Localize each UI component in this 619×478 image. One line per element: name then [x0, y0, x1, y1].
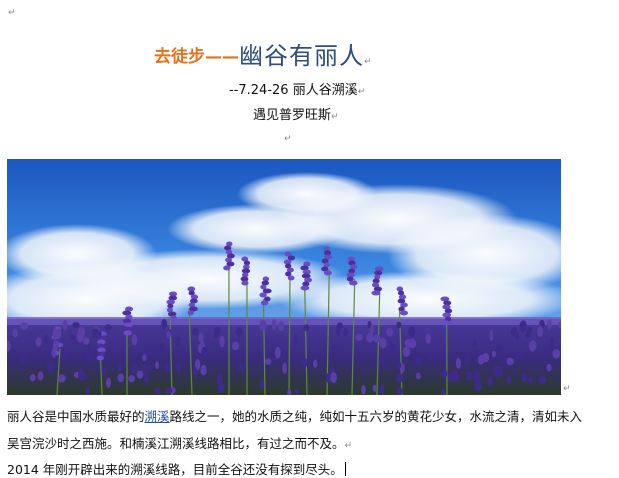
subtitle-provence: 遇见普罗旺斯↵ [253, 104, 339, 123]
paragraph-text: 2014 年刚开辟出来的溯溪线路，目前全谷还没有探到尽头。 [7, 462, 343, 477]
clouds [7, 172, 561, 334]
title-prefix: 去徒步—— [154, 47, 239, 67]
paragraph-mark: ↵ [344, 441, 353, 451]
paragraph-mark: ↵ [364, 57, 372, 67]
subtitle-provence-text: 遇见普罗旺斯 [253, 108, 332, 123]
body-paragraph: 丽人谷是中国水质最好的溯溪路线之一，她的水质之纯，纯如十五六岁的黄花少女，水流之… [7, 406, 582, 425]
paragraph-text: 丽人谷是中国水质最好的 [7, 409, 145, 424]
paragraph-mark: ↵ [284, 134, 292, 144]
title-main: 幽谷有丽人 [239, 42, 364, 70]
paragraph-mark: ↵ [8, 8, 16, 18]
lavender-stems [7, 241, 561, 395]
body-paragraph: 吴宫浣沙时之西施。和楠溪江溯溪线路相比，有过之而不及。↵ [7, 433, 352, 452]
subtitle-date-text: --7.24-26 丽人谷溯溪 [229, 83, 358, 98]
paragraph-text: 吴宫浣沙时之西施。和楠溪江溯溪线路相比，有过之而不及。 [7, 436, 345, 451]
paragraph-mark: ↵ [331, 112, 339, 122]
document-title: 去徒步——幽谷有丽人↵ [154, 36, 372, 71]
suxi-link[interactable]: 溯溪 [144, 409, 170, 424]
paragraph-mark: ↵ [563, 384, 571, 394]
paragraph-mark: ↵ [357, 87, 366, 97]
text-cursor [344, 462, 346, 476]
lavender-field-image[interactable] [7, 159, 561, 395]
body-paragraph: 2014 年刚开辟出来的溯溪线路，目前全谷还没有探到尽头。 [7, 459, 346, 478]
paragraph-text: 路线之一，她的水质之纯，纯如十五六岁的黄花少女，水流之清，清如未入 [169, 409, 583, 424]
subtitle-date: --7.24-26 丽人谷溯溪↵ [229, 79, 365, 98]
